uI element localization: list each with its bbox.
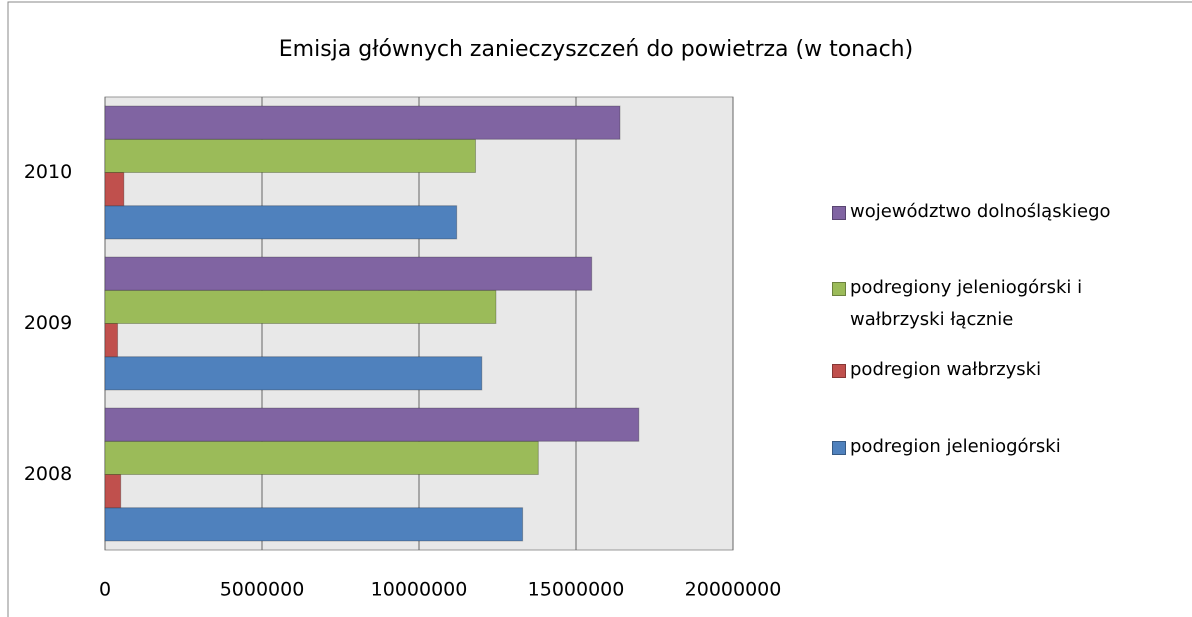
- legend-swatch: [832, 206, 846, 220]
- legend-swatch: [832, 364, 846, 378]
- legend-label: podregion wałbrzyski: [850, 359, 1042, 380]
- bar: [104, 507, 524, 542]
- bar: [104, 172, 125, 207]
- y-tick-label: 2009: [24, 312, 72, 334]
- legend-label: podregion jeleniogórski: [850, 436, 1061, 457]
- y-tick-label: 2010: [24, 161, 72, 183]
- legend-swatch: [832, 441, 846, 455]
- x-tick-label: 0: [99, 579, 111, 601]
- x-tick-label: 20000000: [685, 579, 782, 601]
- bar: [104, 356, 483, 391]
- bar: [104, 289, 497, 324]
- x-tick-label: 15000000: [528, 579, 625, 601]
- x-tick-label: 5000000: [220, 579, 305, 601]
- legend-swatch: [832, 282, 846, 296]
- bar: [104, 256, 593, 291]
- legend-label: województwo dolnośląskiego: [850, 201, 1111, 222]
- x-tick-label: 10000000: [371, 579, 468, 601]
- bar: [104, 474, 122, 509]
- bar: [104, 440, 539, 475]
- legend-label: podregiony jeleniogórski i wałbrzyski łą…: [850, 277, 1083, 330]
- chart-title: Emisja głównych zanieczyszczeń do powiet…: [279, 37, 913, 62]
- bar: [104, 407, 640, 442]
- bar: [104, 323, 119, 358]
- bar: [104, 138, 477, 173]
- bar: [104, 205, 458, 240]
- y-tick-label: 2008: [24, 463, 72, 485]
- bar: [104, 105, 621, 140]
- chart-border: [7, 1, 1192, 617]
